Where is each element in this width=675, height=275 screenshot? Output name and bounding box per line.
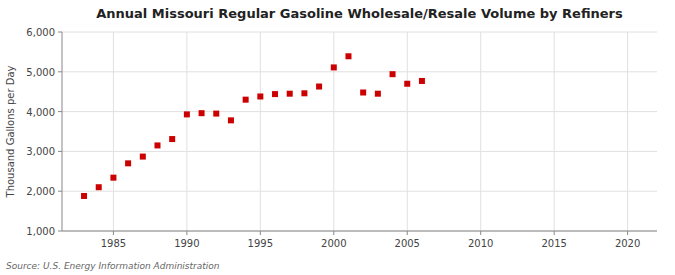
y-axis-line — [62, 32, 63, 231]
tick-label: 1,000 — [26, 226, 55, 237]
tick — [333, 231, 334, 235]
point — [140, 154, 146, 160]
y-axis-label: Thousand Gallons per Day — [5, 65, 16, 198]
tick — [260, 231, 261, 235]
point — [125, 160, 131, 166]
grid-line — [333, 32, 334, 231]
tick — [480, 231, 481, 235]
title: Annual Missouri Regular Gasoline Wholesa… — [96, 6, 623, 21]
grid-line — [62, 32, 657, 33]
point — [316, 84, 322, 90]
point — [96, 184, 102, 190]
tick-label: 2,000 — [26, 186, 55, 197]
point — [375, 91, 381, 97]
grid-line — [62, 71, 657, 72]
tick — [407, 231, 408, 235]
point — [404, 81, 410, 87]
grid — [62, 32, 657, 231]
point — [360, 89, 366, 95]
grid-line — [62, 231, 657, 232]
tick — [58, 151, 62, 152]
grid-line — [62, 111, 657, 112]
tick — [58, 71, 62, 72]
grid-line — [554, 32, 555, 231]
tick-label: 2020 — [615, 238, 640, 249]
point — [331, 64, 337, 70]
grid-line — [407, 32, 408, 231]
tick-label: 2000 — [321, 238, 346, 249]
tick-label: 1990 — [174, 238, 199, 249]
point — [243, 97, 249, 103]
point — [345, 53, 351, 59]
tick-label: 2010 — [468, 238, 493, 249]
point — [419, 78, 425, 84]
point — [110, 175, 116, 181]
tick-label: 5,000 — [26, 67, 55, 78]
grid-line — [186, 32, 187, 231]
tick — [554, 231, 555, 235]
tick-label: 1985 — [101, 238, 126, 249]
grid-line — [62, 191, 657, 192]
tick-label: 2015 — [541, 238, 566, 249]
point — [169, 136, 175, 142]
tick — [58, 111, 62, 112]
point — [390, 71, 396, 77]
point — [184, 111, 190, 117]
axes: 1,000 2,000 3,000 4,000 5,000 6,000 1985 1990 19… — [26, 27, 657, 249]
point — [272, 91, 278, 97]
point — [154, 142, 160, 148]
grid-line — [627, 32, 628, 231]
tick — [58, 231, 62, 232]
tick — [58, 32, 62, 33]
tick-label: 2005 — [395, 238, 420, 249]
tick — [58, 191, 62, 192]
point — [81, 193, 87, 199]
background — [0, 0, 675, 275]
point — [301, 90, 307, 96]
x-axis-line — [62, 231, 657, 232]
tick-label: 6,000 — [26, 27, 55, 38]
point — [257, 93, 263, 99]
grid-line — [260, 32, 261, 231]
tick — [113, 231, 114, 235]
tick-label: 3,000 — [26, 146, 55, 157]
tick — [186, 231, 187, 235]
grid-line — [113, 32, 114, 231]
chart: Annual Missouri Regular Gasoline Wholesa… — [0, 0, 675, 275]
grid-line — [62, 151, 657, 152]
tick — [627, 231, 628, 235]
tick-label: 1995 — [248, 238, 273, 249]
point — [213, 111, 219, 117]
source: Source: U.S. Energy Information Administ… — [6, 261, 220, 271]
point — [287, 91, 293, 97]
grid-line — [480, 32, 481, 231]
tick-label: 4,000 — [26, 107, 55, 118]
points — [81, 53, 425, 199]
point — [199, 110, 205, 116]
point — [228, 117, 234, 123]
